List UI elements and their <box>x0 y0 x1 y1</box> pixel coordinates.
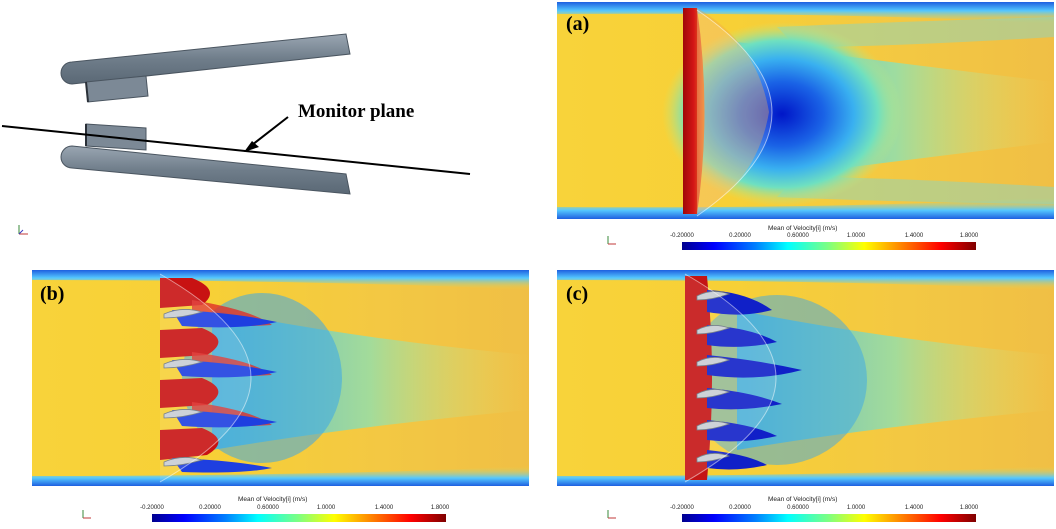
colorbar-gradient <box>152 514 446 522</box>
monitor-plane-label: Monitor plane <box>298 101 415 122</box>
colorbar-tick: 1.0000 <box>846 233 866 239</box>
colorbar-tick: 1.4000 <box>904 233 924 239</box>
contour-panel-c <box>557 270 1054 486</box>
monitor-plane-line <box>1 125 471 175</box>
colorbar-title: Mean of Velocity[i] (m/s) <box>768 496 838 503</box>
colorbar-tick: 0.20000 <box>729 233 751 239</box>
colorbar-tick: 0.60000 <box>787 233 809 239</box>
colorbar-tick: 0.20000 <box>729 505 751 511</box>
colorbar-tick: -0.20000 <box>670 505 694 511</box>
axes-triad-icon <box>606 507 618 519</box>
colorbar-tick: 1.0000 <box>846 505 866 511</box>
colorbar-tick: 1.4000 <box>374 505 394 511</box>
panel-label-b: (b) <box>40 283 65 305</box>
upper-hydrofoil <box>60 33 351 103</box>
colorbar-tick: 1.8000 <box>430 505 450 511</box>
colorbar-tick: 0.60000 <box>257 505 279 511</box>
colorbar-tick: 1.0000 <box>316 505 336 511</box>
colorbar-tick: 0.60000 <box>787 505 809 511</box>
colorbar-tick: 1.8000 <box>959 233 979 239</box>
axes-triad-icon <box>18 225 28 235</box>
colorbar-tick: 1.8000 <box>959 505 979 511</box>
colorbar-gradient <box>682 242 976 250</box>
colorbar-gradient <box>682 514 976 522</box>
colorbar-title: Mean of Velocity[i] (m/s) <box>768 225 838 232</box>
colorbar-tick: 0.20000 <box>199 505 221 511</box>
panel-label-c: (c) <box>566 283 589 305</box>
panel-label-a: (a) <box>566 13 590 35</box>
colorbar-tick: -0.20000 <box>140 505 164 511</box>
arrow-icon <box>244 116 289 152</box>
lower-hydrofoil <box>60 123 351 195</box>
axes-triad-icon <box>81 507 93 519</box>
contour-panel-b <box>32 270 529 486</box>
axes-triad-icon <box>606 233 618 245</box>
colorbar-tick: 1.4000 <box>904 505 924 511</box>
colorbar-title: Mean of Velocity[i] (m/s) <box>238 496 308 503</box>
contour-panel-a <box>557 2 1054 219</box>
colorbar-tick: -0.20000 <box>670 233 694 239</box>
geometry-schematic: Monitor plane <box>0 0 540 250</box>
